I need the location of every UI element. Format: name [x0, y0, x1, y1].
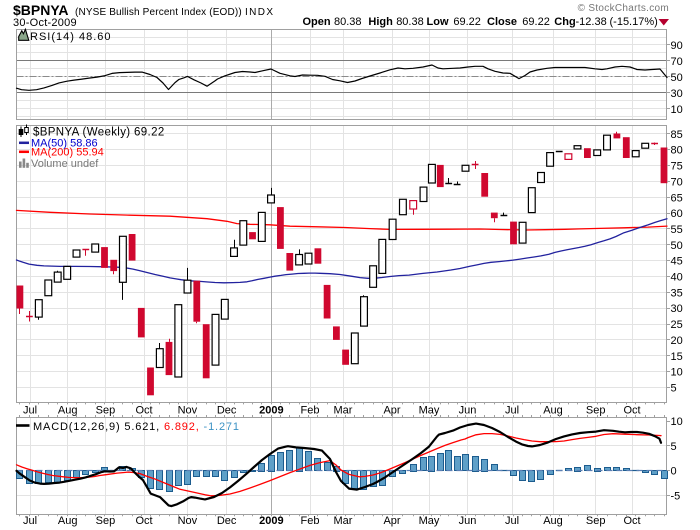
svg-text:Dec: Dec — [217, 515, 237, 527]
svg-text:Dec: Dec — [217, 405, 237, 417]
svg-text:10: 10 — [671, 104, 683, 116]
svg-text:35: 35 — [671, 287, 683, 299]
svg-text:70: 70 — [671, 176, 683, 188]
svg-text:Mar: Mar — [334, 405, 353, 417]
svg-text:30: 30 — [671, 303, 683, 315]
svg-text:Jun: Jun — [459, 515, 477, 527]
svg-text:15: 15 — [671, 351, 683, 363]
svg-text:Sep: Sep — [586, 405, 606, 417]
svg-text:Mar: Mar — [334, 515, 353, 527]
svg-text:MACD(12,26,9) 5.621, 6.892, -1: MACD(12,26,9) 5.621, 6.892, -1.271 — [33, 421, 240, 433]
svg-text:Sep: Sep — [96, 515, 116, 527]
svg-text:0: 0 — [671, 466, 677, 478]
svg-text:Jul: Jul — [505, 515, 519, 527]
svg-text:Volume undef: Volume undef — [31, 158, 99, 170]
svg-text:$BPNYA: $BPNYA — [13, 2, 69, 18]
svg-text:50: 50 — [671, 240, 683, 252]
svg-text:RSI(14) 48.60: RSI(14) 48.60 — [30, 31, 111, 43]
svg-text:Sep: Sep — [96, 405, 116, 417]
svg-text:Jun: Jun — [459, 405, 477, 417]
svg-text:55: 55 — [671, 224, 683, 236]
svg-text:25: 25 — [671, 319, 683, 331]
svg-text:© StockCharts.com: © StockCharts.com — [578, 3, 669, 14]
svg-text:50: 50 — [671, 72, 683, 84]
svg-text:80: 80 — [671, 145, 683, 157]
svg-text:Aug: Aug — [543, 405, 563, 417]
svg-text:Oct: Oct — [135, 515, 152, 527]
svg-text:Feb: Feb — [301, 405, 320, 417]
svg-text:2009: 2009 — [259, 515, 283, 527]
svg-text:Jul: Jul — [505, 405, 519, 417]
svg-text:Oct: Oct — [623, 405, 640, 417]
svg-text:30: 30 — [671, 88, 683, 100]
svg-text:10: 10 — [671, 416, 683, 428]
svg-text:Jul: Jul — [23, 515, 37, 527]
svg-text:INDX: INDX — [245, 7, 275, 18]
svg-text:$BPNYA (Weekly) 69.22: $BPNYA (Weekly) 69.22 — [33, 127, 165, 139]
svg-text:(NYSE Bullish Percent Index (E: (NYSE Bullish Percent Index (EOD)) — [75, 7, 242, 18]
svg-text:5: 5 — [671, 382, 677, 394]
svg-text:Jul: Jul — [23, 405, 37, 417]
svg-text:May: May — [419, 515, 440, 527]
svg-text:Sep: Sep — [586, 515, 606, 527]
svg-text:Apr: Apr — [383, 515, 400, 527]
svg-text:Apr: Apr — [383, 405, 400, 417]
svg-text:40: 40 — [671, 272, 683, 284]
svg-text:90: 90 — [671, 40, 683, 52]
svg-text:Aug: Aug — [58, 515, 78, 527]
svg-text:May: May — [419, 405, 440, 417]
svg-text:Aug: Aug — [543, 515, 563, 527]
svg-text:Feb: Feb — [301, 515, 320, 527]
svg-text:10: 10 — [671, 367, 683, 379]
svg-text:60: 60 — [671, 208, 683, 220]
svg-text:Nov: Nov — [178, 515, 198, 527]
svg-text:MA(50) 58.86: MA(50) 58.86 — [31, 137, 98, 149]
svg-text:Nov: Nov — [178, 405, 198, 417]
svg-text:70: 70 — [671, 56, 683, 68]
svg-text:Oct: Oct — [135, 405, 152, 417]
svg-text:85: 85 — [671, 129, 683, 141]
svg-text:75: 75 — [671, 161, 683, 173]
svg-text:Oct: Oct — [623, 515, 640, 527]
svg-text:Aug: Aug — [58, 405, 78, 417]
svg-text:30-Oct-2009: 30-Oct-2009 — [13, 17, 77, 29]
svg-text:2009: 2009 — [259, 405, 283, 417]
svg-text:MA(200) 55.94: MA(200) 55.94 — [31, 146, 104, 158]
svg-text:5: 5 — [671, 441, 677, 453]
svg-text:-5: -5 — [671, 490, 681, 502]
svg-text:20: 20 — [671, 335, 683, 347]
svg-text:45: 45 — [671, 256, 683, 268]
svg-text:65: 65 — [671, 192, 683, 204]
